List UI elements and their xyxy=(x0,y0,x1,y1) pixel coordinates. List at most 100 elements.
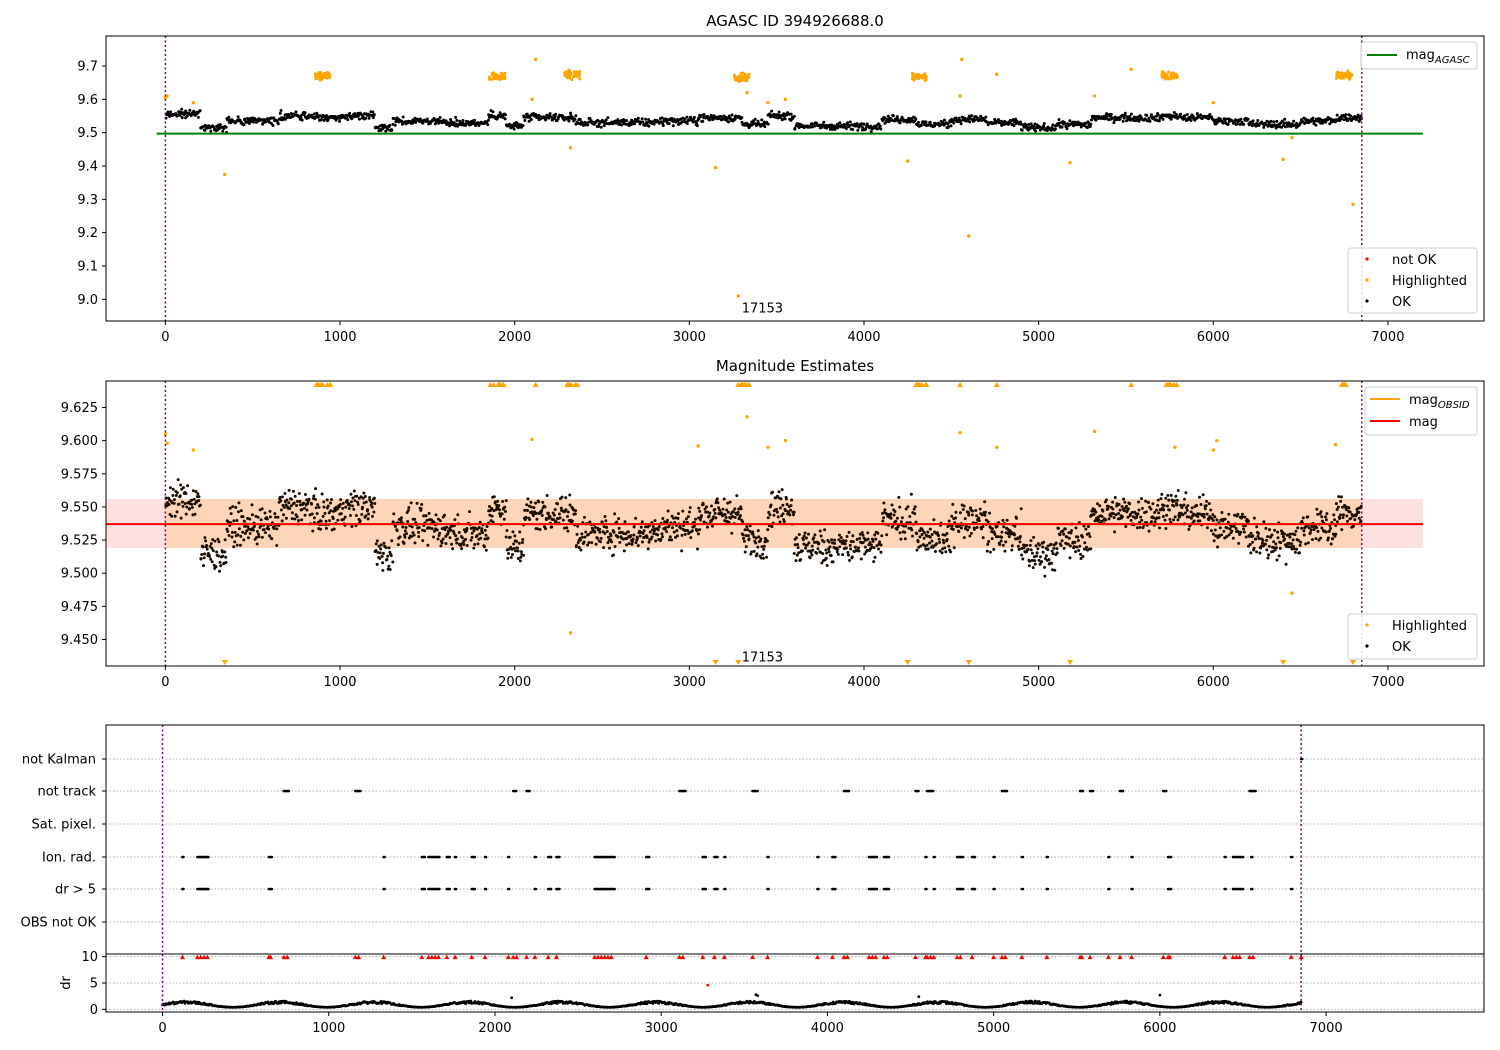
ok-point xyxy=(1199,503,1203,507)
ok-point xyxy=(512,546,516,550)
ok-point xyxy=(455,541,459,545)
ok-point xyxy=(586,123,590,127)
ok-point xyxy=(316,503,320,507)
ok-point xyxy=(607,535,611,539)
ok-point xyxy=(1057,121,1061,125)
ok-point xyxy=(1013,524,1017,528)
ok-point xyxy=(781,512,785,516)
ok-point xyxy=(567,119,571,123)
ok-point xyxy=(402,541,406,545)
ok-point xyxy=(516,549,520,553)
ok-point xyxy=(1002,525,1006,529)
ok-point xyxy=(930,532,934,536)
ok-point xyxy=(217,554,221,558)
ok-point xyxy=(1337,495,1341,499)
flag-point xyxy=(647,887,651,891)
flag-point xyxy=(359,789,362,793)
highlighted-point xyxy=(743,72,747,76)
clipped-high-marker xyxy=(914,382,921,387)
flag-point xyxy=(534,855,538,859)
ok-point xyxy=(1143,117,1147,121)
ok-point xyxy=(780,488,784,492)
x-tick-label: 4000 xyxy=(847,675,880,690)
ok-point xyxy=(992,547,996,551)
flag-point xyxy=(1250,887,1254,891)
ok-point xyxy=(487,504,491,508)
ok-point xyxy=(506,556,510,560)
ok-point xyxy=(756,545,760,549)
ok-point xyxy=(980,513,984,517)
ok-point xyxy=(645,121,649,125)
ok-point xyxy=(856,128,860,132)
ok-point xyxy=(618,540,622,544)
ok-point xyxy=(864,127,868,131)
ok-point xyxy=(944,550,948,554)
ok-point xyxy=(580,535,584,539)
ok-point xyxy=(454,115,458,119)
ok-point xyxy=(184,492,188,496)
ok-point xyxy=(432,520,436,524)
ok-point xyxy=(478,520,482,524)
highlighted-point xyxy=(567,72,571,76)
ok-point xyxy=(661,124,665,128)
ok-point xyxy=(455,118,459,122)
flag-point xyxy=(925,887,928,891)
ok-point xyxy=(498,508,502,512)
highlighted-point xyxy=(713,165,718,170)
ok-point xyxy=(1273,124,1277,128)
ok-point xyxy=(528,517,532,521)
ok-point xyxy=(520,541,524,545)
ok-point xyxy=(1109,514,1113,518)
ok-point xyxy=(1027,564,1031,568)
ok-point xyxy=(903,537,907,541)
highlighted-point xyxy=(995,445,999,449)
clipped-low-marker xyxy=(965,660,972,665)
ok-point xyxy=(361,496,365,500)
ok-point xyxy=(726,510,730,514)
highlighted-point xyxy=(1165,72,1169,76)
ok-point xyxy=(638,534,642,538)
ok-point xyxy=(916,540,920,544)
ok-point xyxy=(185,114,189,118)
ok-point xyxy=(895,516,899,520)
ok-point xyxy=(1069,531,1073,535)
ok-point xyxy=(284,516,288,520)
ok-point xyxy=(1299,540,1303,544)
ok-point xyxy=(751,532,755,536)
ok-point xyxy=(949,550,953,554)
highlighted-point xyxy=(191,100,196,105)
ok-point xyxy=(1050,561,1054,565)
ok-point xyxy=(863,545,867,549)
flag-point xyxy=(933,887,937,891)
ok-point xyxy=(201,564,205,568)
ok-point xyxy=(1209,529,1213,533)
ok-point xyxy=(708,118,712,122)
flag-point xyxy=(383,855,386,859)
ok-point xyxy=(1213,515,1217,519)
ok-point xyxy=(950,514,954,518)
ok-point xyxy=(1059,544,1063,548)
ok-point xyxy=(885,533,889,537)
ok-point xyxy=(593,530,597,534)
ok-point xyxy=(708,511,712,515)
ok-point xyxy=(396,543,400,547)
ok-point xyxy=(1234,526,1238,530)
ok-point xyxy=(1318,512,1322,516)
ok-point xyxy=(1320,519,1324,523)
ok-point xyxy=(370,505,374,509)
ok-point xyxy=(177,502,181,506)
ok-point xyxy=(479,536,483,540)
ok-point xyxy=(836,552,840,556)
ok-point xyxy=(399,516,403,520)
ok-point xyxy=(1000,530,1004,534)
ok-point xyxy=(303,493,307,497)
ok-point xyxy=(294,504,298,508)
ok-point xyxy=(1314,537,1318,541)
ok-point xyxy=(1295,121,1299,125)
ok-point xyxy=(1001,518,1005,522)
ok-point xyxy=(1299,118,1303,122)
ok-point xyxy=(272,525,276,529)
ok-point xyxy=(198,109,202,113)
legend-marker-ok xyxy=(1365,299,1369,303)
ok-point xyxy=(498,111,502,115)
